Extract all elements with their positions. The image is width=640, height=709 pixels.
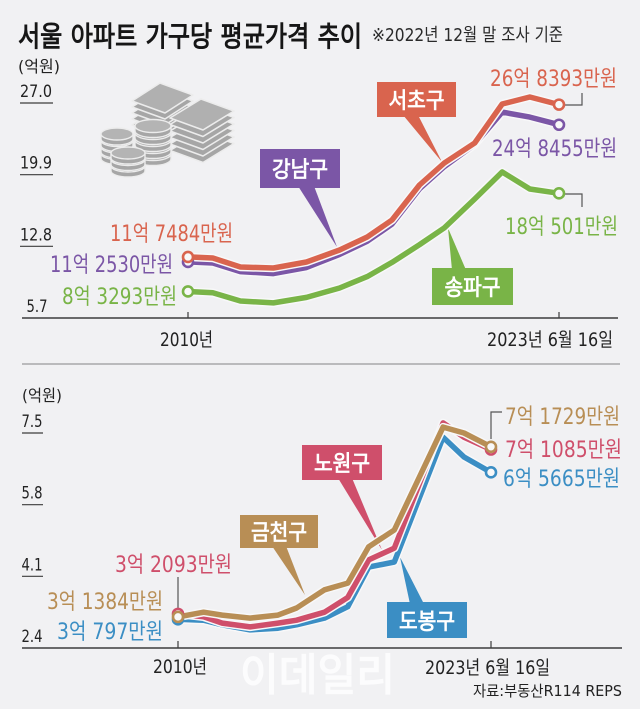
source-credit: 자료:부동산R114 REPS [473, 682, 622, 700]
y-axis-unit: (억원) [22, 386, 62, 405]
end-label-leader-seocho [563, 93, 583, 106]
series-tag-dobong: 도봉구 [387, 557, 467, 638]
end-label-leader-songpa [563, 193, 583, 207]
series-tag-pointer [338, 478, 382, 550]
series-tag-label: 강남구 [272, 158, 328, 183]
series-line-geumcheon [175, 424, 494, 621]
series-tag-pointer [298, 186, 337, 247]
end-value-label-songpa: 18억 501만원 [505, 215, 618, 240]
start-value-label-dobong: 3억 797만원 [57, 620, 163, 645]
series-halo-seocho [183, 92, 564, 273]
series-tag-label: 서초구 [389, 89, 445, 114]
y-tick-label: 19.9 [20, 154, 52, 174]
series-tag-box [260, 149, 340, 188]
x-tick-label: 2010년 [153, 656, 207, 678]
series-line-seocho [185, 94, 562, 271]
end-value-label-dobong: 6억 5665만원 [503, 467, 620, 492]
y-tick-label: 27.0 [20, 82, 52, 102]
start-value-label-seocho: 11억 7484만원 [110, 222, 233, 247]
series-tag-songpa: 송파구 [432, 228, 513, 305]
series-tag-box [377, 82, 456, 117]
start-marker-seocho [181, 250, 195, 264]
end-value-label-seocho: 26억 8393만원 [490, 67, 617, 92]
series-tag-pointer [400, 557, 424, 604]
end-marker-gangnam [552, 118, 566, 132]
end-marker-songpa [552, 187, 566, 200]
y-tick-label: 4.1 [22, 555, 43, 575]
survey-note: ※2022년 12월 말 조사 기준 [372, 25, 563, 46]
series-tag-pointer [403, 115, 442, 162]
series-tag-box [240, 515, 318, 548]
y-tick-label: 7.5 [22, 412, 43, 432]
page-title: 서울 아파트 가구당 평균가격 추이 [18, 20, 362, 53]
series-tag-seocho: 서초구 [377, 82, 456, 162]
start-marker-songpa [181, 285, 195, 298]
series-tag-label: 노원구 [314, 452, 370, 477]
end-value-label-geumcheon: 7억 1729만원 [505, 405, 620, 430]
start-marker-geumcheon [171, 610, 185, 624]
end-marker-dobong [484, 466, 498, 479]
x-tick-label: 2023년 6월 16일 [487, 329, 613, 351]
series-tag-geumcheon: 금천구 [240, 515, 318, 595]
start-value-label-songpa: 8억 3293만원 [62, 285, 177, 310]
x-tick-label: 2023년 6월 16일 [425, 657, 550, 679]
y-axis-unit: (억원) [18, 57, 60, 76]
series-tag-nowon: 노원구 [302, 445, 382, 550]
series-tag-gangnam: 강남구 [260, 149, 340, 247]
start-value-label-geumcheon: 3억 1384만원 [47, 590, 163, 615]
series-tag-pointer [448, 228, 466, 270]
series-tag-label: 송파구 [445, 276, 501, 301]
series-tag-pointer [272, 546, 305, 595]
end-value-label-nowon: 7억 1085만원 [505, 438, 622, 463]
start-value-label-nowon: 3억 2093만원 [115, 553, 232, 578]
money-stack-icon [100, 82, 235, 178]
y-tick-label: 12.8 [20, 225, 52, 245]
end-marker-geumcheon [484, 440, 498, 454]
watermark: 이데일리 [240, 650, 395, 701]
series-tag-box [432, 268, 513, 305]
y-tick-label: 5.8 [22, 484, 43, 504]
end-marker-seocho [552, 98, 566, 111]
y-tick-label: 5.7 [27, 297, 48, 317]
chart-top: (억원) 5.7 12.8 19.9 27.0 2010년 2023년 6월 1… [18, 57, 618, 351]
series-tag-box [302, 445, 382, 480]
y-tick-label: 2.4 [22, 627, 43, 647]
series-tag-label: 금천구 [251, 521, 307, 546]
end-label-leader-geumcheon [490, 411, 502, 439]
series-line-songpa [185, 169, 562, 306]
chart-bottom: (억원) 2.4 4.1 5.8 7.5 이데일리 2010년 2023년 6월… [22, 386, 622, 701]
end-value-label-gangnam: 24억 8455만원 [492, 137, 617, 162]
x-tick-label: 2010년 [160, 329, 213, 351]
series-tag-label: 도봉구 [399, 610, 455, 635]
start-value-label-gangnam: 11억 2530만원 [50, 253, 173, 278]
series-tag-box [387, 602, 467, 638]
